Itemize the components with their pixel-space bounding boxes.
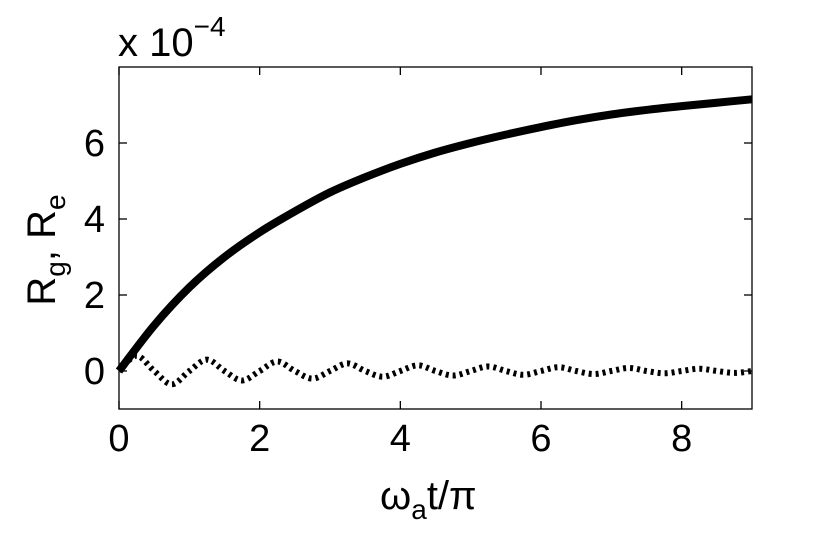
x-tick-label: 4	[390, 418, 411, 460]
x-tick-label: 8	[671, 418, 692, 460]
exponent-prefix: x 10	[118, 21, 194, 65]
y-axis-label: Rg, Re	[20, 194, 71, 305]
y-tick-label: 6	[84, 123, 105, 165]
y-label-part1: R	[20, 277, 64, 306]
x-axis-label: ωat/π	[380, 474, 477, 525]
solid-series-line	[115, 95, 753, 374]
plot-area: 0 2 4 6 8 0 2 4 6	[84, 66, 753, 460]
y-label-sub1: g	[40, 261, 71, 277]
y-label-sep: ,	[20, 239, 64, 261]
x-label-rest: t/π	[427, 474, 477, 518]
y-tick-label: 4	[84, 199, 105, 241]
exponent-power: −4	[194, 11, 226, 42]
x-tick-label: 0	[108, 418, 129, 460]
y-label-part2: R	[20, 210, 64, 239]
x-label-sub: a	[411, 494, 427, 525]
y-label-sub2: e	[40, 194, 71, 210]
axes-frame	[118, 66, 753, 410]
dotted-series-line	[116, 352, 753, 388]
x-tick-label: 6	[530, 418, 551, 460]
series-layer	[115, 95, 753, 388]
x-ticks: 0 2 4 6 8	[108, 67, 692, 460]
y-ticks: 0 2 4 6	[84, 123, 752, 393]
x-label-main: ω	[380, 474, 411, 518]
x-tick-label: 2	[249, 418, 270, 460]
y-tick-label: 0	[84, 351, 105, 393]
exponent-label: x 10−4	[118, 11, 226, 65]
y-tick-label: 2	[84, 275, 105, 317]
